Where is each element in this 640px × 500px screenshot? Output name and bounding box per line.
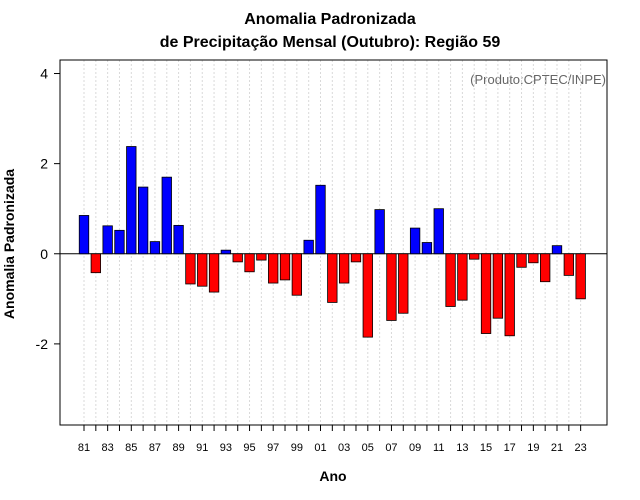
x-tick-label-93: 93 <box>220 442 232 454</box>
bar-23 <box>575 253 586 300</box>
bar-21 <box>551 245 563 255</box>
bar-86 <box>137 186 149 255</box>
x-tick-label-95: 95 <box>243 442 255 454</box>
bar-02 <box>327 253 338 303</box>
x-tick-label-05: 05 <box>362 442 374 454</box>
bar-06 <box>374 209 385 255</box>
x-tick-label-97: 97 <box>267 442 279 454</box>
bar-04 <box>350 253 362 263</box>
bar-18 <box>516 253 527 268</box>
bar-98 <box>279 253 291 281</box>
y-axis-label: Anomalia Padronizada <box>1 169 17 319</box>
bar-96 <box>256 253 267 261</box>
plot-frame <box>59 59 608 426</box>
bar-13 <box>457 253 468 301</box>
bar-90 <box>185 253 196 285</box>
x-tick-label-81: 81 <box>78 442 90 454</box>
x-tick-label-87: 87 <box>149 442 161 454</box>
bar-12 <box>445 253 456 307</box>
bar-99 <box>291 253 303 296</box>
x-axis-label: Ano <box>319 468 346 484</box>
x-tick-label-21: 21 <box>551 442 563 454</box>
x-tick-label-17: 17 <box>504 442 516 454</box>
x-tick-label-11: 11 <box>433 442 444 454</box>
bar-07 <box>386 253 397 321</box>
bar-22 <box>563 253 574 276</box>
y-tick-label: 0 <box>40 246 48 262</box>
x-tick-label-91: 91 <box>196 442 208 454</box>
x-tick-label-83: 83 <box>102 442 114 454</box>
bar-09 <box>409 227 421 255</box>
x-tick-label-15: 15 <box>480 442 492 454</box>
y-axis: -2 0 2 4 <box>36 66 60 352</box>
bar-14 <box>469 253 480 260</box>
bar-94 <box>232 253 243 263</box>
bar-93 <box>220 249 232 255</box>
x-tick-label-09: 09 <box>409 442 421 454</box>
x-tick-label-03: 03 <box>338 442 350 454</box>
y-tick-label: 4 <box>40 66 48 82</box>
bar-88 <box>161 176 172 255</box>
x-tick-label-99: 99 <box>291 442 303 454</box>
grid-lines <box>83 60 582 425</box>
bar-89 <box>173 224 184 255</box>
bar-03 <box>338 253 350 284</box>
bar-01 <box>315 184 326 255</box>
bars <box>78 146 586 338</box>
y-tick-label: 2 <box>40 156 48 172</box>
bar-83 <box>102 225 113 255</box>
bar-19 <box>528 253 539 264</box>
bar-20 <box>540 253 551 283</box>
bar-84 <box>114 229 125 255</box>
x-tick-label-13: 13 <box>456 442 468 454</box>
x-tick-label-07: 07 <box>385 442 397 454</box>
bar-85 <box>126 146 137 255</box>
bar-16 <box>492 253 504 319</box>
bar-17 <box>504 253 515 337</box>
bar-11 <box>433 208 444 255</box>
bar-15 <box>480 253 492 334</box>
x-tick-label-19: 19 <box>527 442 539 454</box>
x-tick-label-23: 23 <box>575 442 587 454</box>
bar-81 <box>78 215 90 255</box>
bar-00 <box>303 239 314 255</box>
bar-97 <box>268 253 279 284</box>
bar-82 <box>90 253 101 274</box>
chart-title-line-1: Anomalia Padronizada <box>244 11 416 28</box>
y-tick-label: -2 <box>36 336 49 352</box>
bar-95 <box>244 253 255 273</box>
bar-92 <box>208 253 220 293</box>
credit-label: (Produto:CPTEC/INPE) <box>470 72 606 87</box>
bar-05 <box>362 253 373 338</box>
x-axis: 81 83 85 87 89 91 93 95 97 99 01 03 05 07 09 11 13 15 17 19… <box>78 425 587 454</box>
x-tick-label-01: 01 <box>314 442 326 454</box>
bar-10 <box>421 242 433 255</box>
bar-08 <box>398 253 409 314</box>
bar-87 <box>149 241 161 255</box>
chart-title-line-2: de Precipitação Mensal (Outubro): Região… <box>160 34 501 51</box>
bar-91 <box>197 253 208 287</box>
x-tick-label-85: 85 <box>125 442 137 454</box>
x-tick-label-89: 89 <box>172 442 184 454</box>
